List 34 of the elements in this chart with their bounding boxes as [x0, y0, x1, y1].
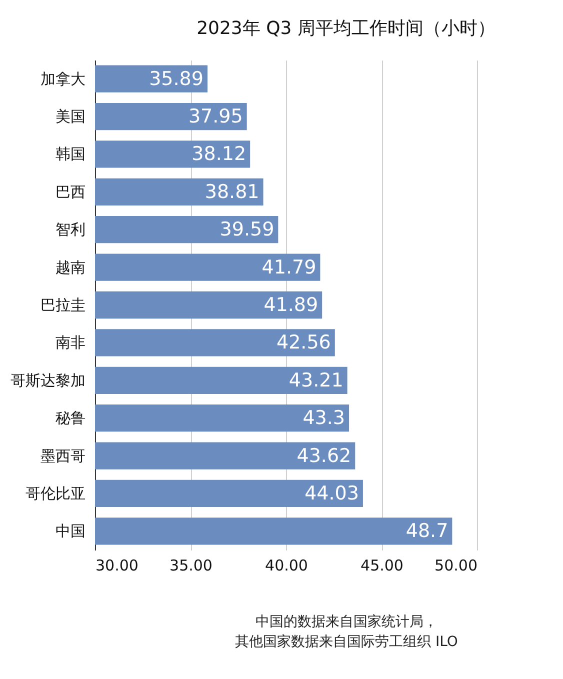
x-tick-label: 30.00	[96, 556, 138, 574]
data-label: 43.3	[302, 407, 346, 430]
y-tick-label: 巴拉圭	[40, 296, 86, 314]
text: 中国的数据来自国家统计局，	[254, 613, 438, 632]
data-label: 38.81	[204, 180, 260, 203]
y-tick-label: 智利	[56, 220, 86, 239]
chart-title: 2023年 Q3 周平均工作时间（小时）	[196, 18, 496, 39]
data-label: 43.21	[288, 369, 344, 392]
data-label: 44.03	[304, 482, 359, 504]
y-tick-label: 南非	[56, 334, 86, 352]
y-tick-label: 巴西	[56, 182, 86, 201]
x-tick-label: 40.00	[265, 556, 308, 574]
data-label: 38.12	[192, 143, 246, 166]
data-label: 41.89	[264, 294, 318, 316]
x-tick-label: 50.00	[434, 556, 478, 574]
y-tick-label: 中国	[56, 522, 86, 540]
x-tick-label: 35.00	[170, 556, 212, 574]
y-tick-label: 韩国	[56, 145, 86, 164]
data-label: 37.95	[188, 106, 243, 128]
data-label: 42.56	[276, 332, 331, 354]
data-label: 35.89	[149, 68, 204, 90]
data-label: 41.79	[262, 256, 316, 278]
y-tick-label: 越南	[56, 258, 86, 276]
data-label: 48.7	[406, 520, 448, 542]
y-tick-label: 美国	[56, 108, 86, 126]
y-tick-label: 哥伦比亚	[26, 484, 86, 502]
data-label: 39.59	[220, 218, 274, 241]
x-tick-label: 45.00	[360, 556, 404, 574]
data-label: 43.62	[296, 444, 352, 467]
y-tick-label: 秘鲁	[56, 409, 86, 428]
y-tick-label: 墨西哥	[40, 446, 86, 465]
y-tick-label: 加拿大	[40, 70, 86, 88]
text: 其他国家数据来自国际劳工组织 ILO	[234, 633, 459, 652]
y-tick-label: 哥斯达黎加	[10, 371, 86, 390]
